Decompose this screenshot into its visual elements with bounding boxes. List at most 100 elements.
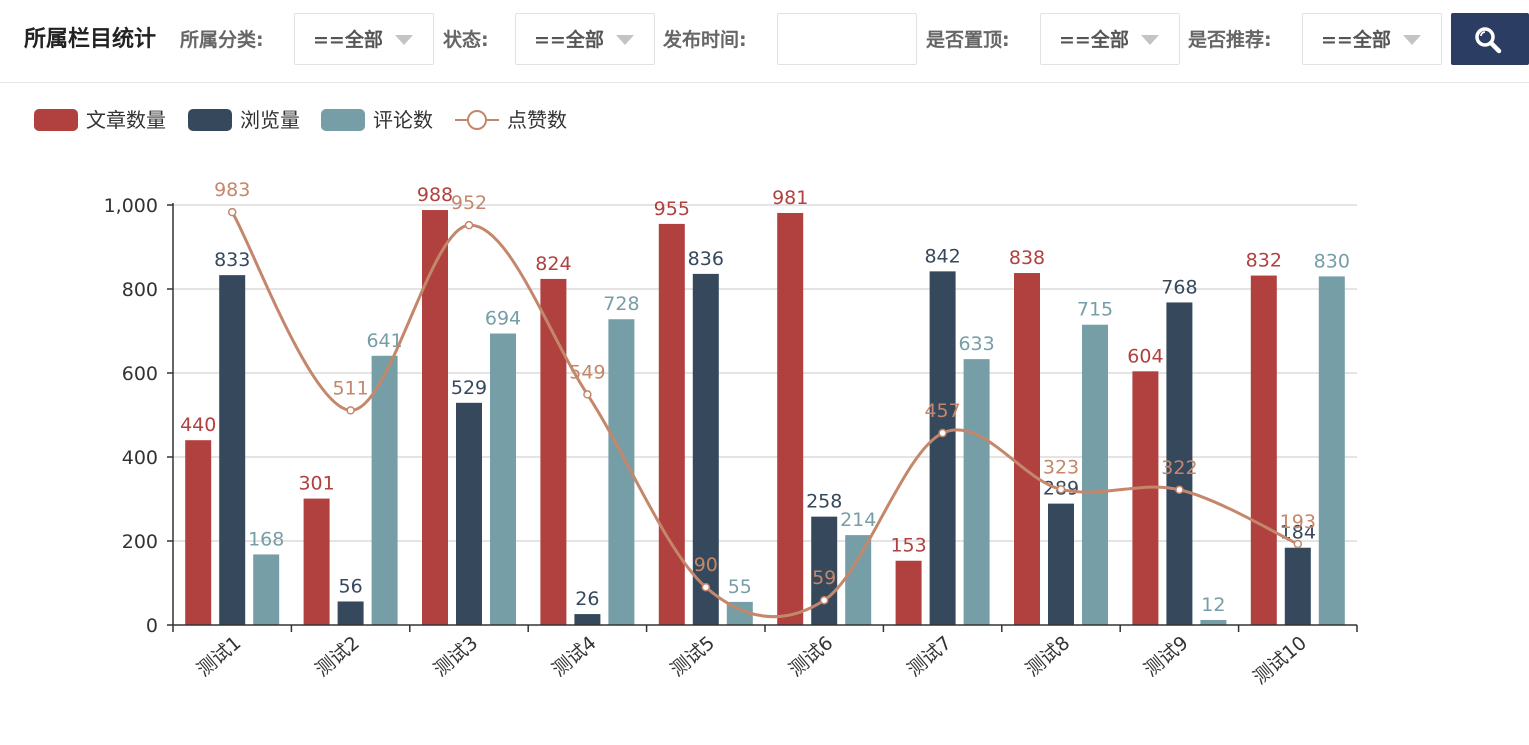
bar-value-label: 728 [603,293,639,315]
bar [1048,503,1074,625]
x-tick-label: 测试4 [548,632,601,681]
bar [1284,547,1311,625]
x-tick-label: 测试5 [666,632,719,681]
bar [658,223,685,625]
bar-value-label: 955 [654,198,690,220]
search-icon [1475,27,1502,54]
pinned-select[interactable]: ==全部 [1040,13,1180,65]
status-select-value: ==全部 [534,29,604,51]
publish-time-label: 发布时间: [663,29,747,51]
likes-value-label: 983 [214,179,250,201]
bar-line-chart: 0 200 400 600 800 1,000 440 301 988 824 955 981 153 8… [104,179,1358,689]
x-tick-label: 测试7 [903,632,956,681]
legend-item-likes[interactable]: 点赞数 [455,106,575,134]
bar [574,614,601,625]
bar [490,333,516,625]
y-tick-label: 200 [122,531,158,553]
bar [1132,371,1159,625]
bar-value-label: 55 [728,576,752,598]
likes-value-label: 90 [694,554,718,576]
bar [895,560,922,625]
bar [692,273,719,625]
x-tick-label: 测试10 [1249,632,1311,689]
legend-swatch-likes [455,110,499,130]
bar-value-label: 214 [840,509,876,531]
bar-value-label: 842 [924,245,960,267]
legend-swatch-comments [321,109,365,131]
legend-swatch-articles [34,109,78,131]
likes-value-label: 511 [332,377,368,399]
chevron-down-icon [395,35,413,45]
likes-point [701,582,711,592]
likes-value-label: 457 [924,400,960,422]
legend-label-articles: 文章数量 [86,108,166,132]
legend-item-comments[interactable]: 评论数 [321,106,441,134]
bar-value-label: 832 [1246,250,1282,272]
page-title: 所属栏目统计 [24,27,157,52]
likes-point [1056,485,1066,494]
likes-value-label: 549 [569,361,605,383]
bar-value-label: 981 [772,187,808,209]
x-tick-label: 测试6 [785,632,838,681]
status-filter-label: 状态: [443,29,489,51]
likes-point [1175,485,1184,495]
likes-value-label: 322 [1161,457,1197,479]
status-select[interactable]: ==全部 [515,13,655,65]
bar [1200,619,1227,625]
y-tick-label: 800 [122,279,158,301]
bar [456,402,482,625]
pinned-select-value: ==全部 [1059,29,1129,51]
bar-value-label: 988 [417,184,453,206]
bar-value-label: 440 [180,414,216,436]
x-tick-label: 测试1 [193,632,246,681]
legend-item-views[interactable]: 浏览量 [188,106,308,134]
bar [1014,273,1040,625]
bar [303,498,330,625]
bar-value-label: 694 [485,308,521,330]
bar-value-label: 168 [248,528,284,550]
bar-value-label: 838 [1009,247,1045,269]
bar [777,212,804,625]
likes-value-label: 952 [451,192,487,214]
category-select[interactable]: ==全部 [294,13,434,65]
bar-value-label: 824 [535,253,571,275]
bar-value-label: 604 [1127,345,1163,367]
publish-time-input[interactable] [777,13,917,65]
bar-value-label: 641 [366,330,402,352]
likes-value-label: 59 [812,567,836,589]
bar [422,210,448,625]
likes-point [227,207,237,217]
bar [929,271,956,625]
bar [963,359,990,625]
bar-value-label: 56 [339,575,363,597]
legend-label-views: 浏览量 [240,108,300,132]
chevron-down-icon [616,35,634,45]
likes-point [464,220,474,230]
bar [337,601,364,625]
likes-point [346,406,355,415]
bar-value-label: 715 [1077,299,1113,321]
x-tick-label: 测试9 [1140,632,1193,681]
bar-value-label: 153 [890,535,926,557]
bar-value-label: 12 [1201,594,1225,616]
y-tick-label: 0 [146,615,158,637]
bar [253,554,280,625]
likes-value-label: 323 [1043,456,1079,478]
bar-value-label: 768 [1161,276,1197,298]
bar [1250,275,1277,625]
search-button[interactable] [1451,13,1529,65]
legend-item-articles[interactable]: 文章数量 [34,106,174,134]
recommended-filter-label: 是否推荐: [1188,29,1272,51]
recommended-select[interactable]: ==全部 [1302,13,1442,65]
likes-point [583,390,592,399]
likes-point [819,595,829,605]
bar [1318,276,1345,625]
bar-value-label: 301 [298,473,334,495]
bar [371,355,398,625]
legend-label-comments: 评论数 [373,108,433,132]
y-tick-label: 1,000 [104,195,158,217]
bar [1082,324,1108,625]
bar-value-label: 833 [214,249,250,271]
bar [185,440,212,625]
bar [845,535,872,625]
